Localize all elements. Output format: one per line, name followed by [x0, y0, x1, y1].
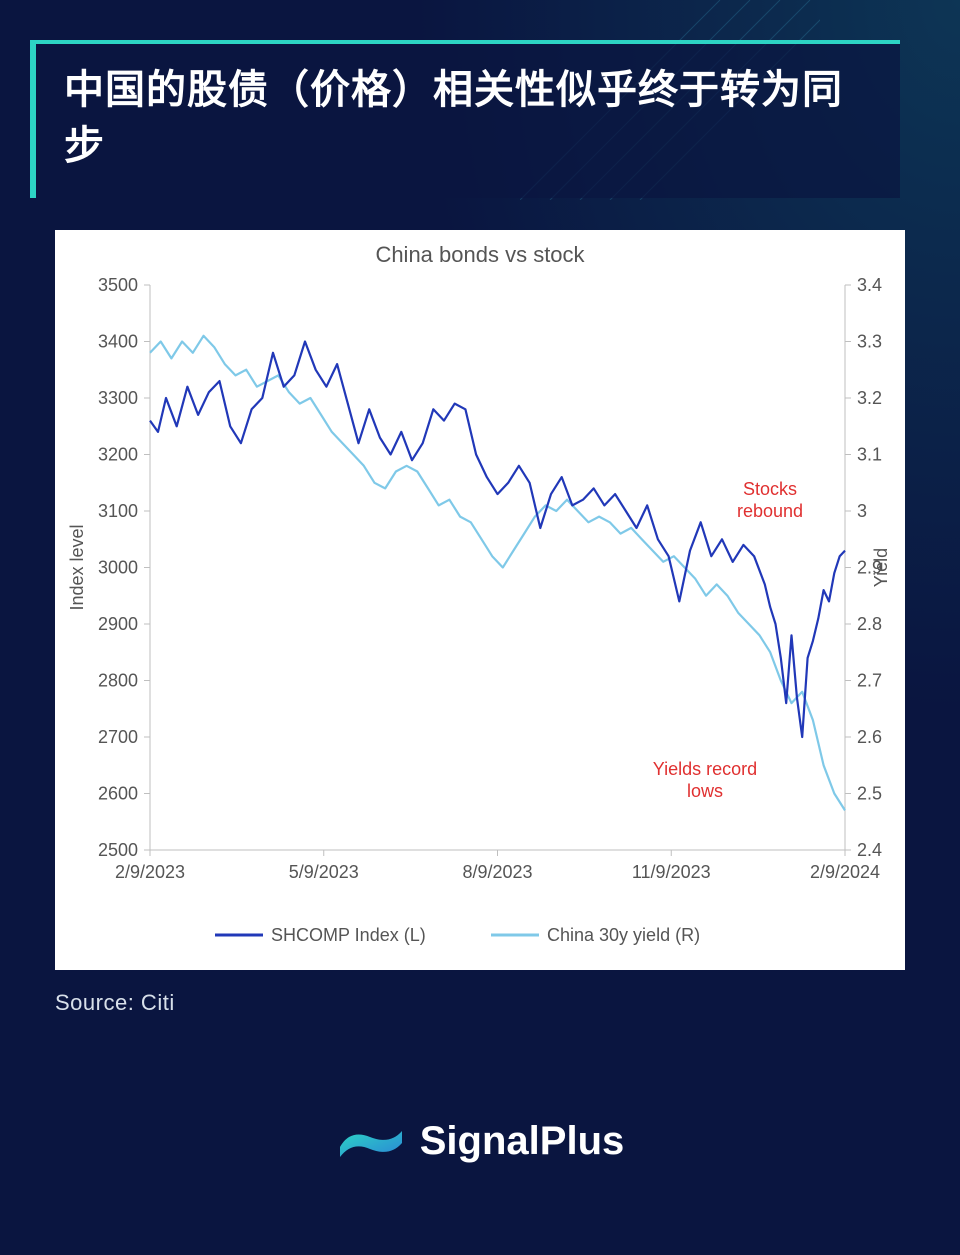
title-box: 中国的股债（价格）相关性似乎终于转为同步 — [30, 40, 900, 198]
svg-text:3000: 3000 — [98, 558, 138, 578]
svg-text:3.1: 3.1 — [857, 445, 882, 465]
svg-text:2900: 2900 — [98, 614, 138, 634]
svg-text:2.4: 2.4 — [857, 840, 882, 860]
svg-text:2700: 2700 — [98, 727, 138, 747]
source-text: Source: Citi — [55, 990, 175, 1016]
svg-text:3300: 3300 — [98, 388, 138, 408]
svg-text:3.4: 3.4 — [857, 275, 882, 295]
svg-text:rebound: rebound — [737, 501, 803, 521]
svg-text:3.2: 3.2 — [857, 388, 882, 408]
svg-text:3: 3 — [857, 501, 867, 521]
svg-text:2600: 2600 — [98, 784, 138, 804]
svg-text:2/9/2024: 2/9/2024 — [810, 862, 880, 882]
svg-text:3.3: 3.3 — [857, 332, 882, 352]
svg-text:2.7: 2.7 — [857, 671, 882, 691]
svg-text:3200: 3200 — [98, 445, 138, 465]
page-title: 中国的股债（价格）相关性似乎终于转为同步 — [64, 62, 872, 174]
svg-text:3500: 3500 — [98, 275, 138, 295]
svg-text:2.8: 2.8 — [857, 614, 882, 634]
svg-text:5/9/2023: 5/9/2023 — [289, 862, 359, 882]
svg-text:3100: 3100 — [98, 501, 138, 521]
svg-text:Index level: Index level — [67, 524, 87, 610]
svg-text:3400: 3400 — [98, 332, 138, 352]
svg-text:2500: 2500 — [98, 840, 138, 860]
brand-logo: SignalPlus — [0, 1117, 960, 1165]
svg-text:Yields record: Yields record — [653, 759, 757, 779]
svg-text:2800: 2800 — [98, 671, 138, 691]
brand-name: SignalPlus — [420, 1119, 625, 1164]
svg-text:8/9/2023: 8/9/2023 — [462, 862, 532, 882]
svg-text:Yield: Yield — [871, 548, 891, 587]
svg-text:China 30y yield (R): China 30y yield (R) — [547, 925, 700, 945]
brand-mark-icon — [336, 1117, 406, 1165]
chart-panel: China bonds vs stock 2500260027002800290… — [55, 230, 905, 970]
svg-text:SHCOMP Index (L): SHCOMP Index (L) — [271, 925, 426, 945]
svg-text:11/9/2023: 11/9/2023 — [632, 862, 711, 882]
svg-text:Stocks: Stocks — [743, 479, 797, 499]
chart-svg: 2500 2600 2700 2800 2900 3000 3100 3200 3300 3400… — [55, 230, 905, 970]
svg-text:lows: lows — [687, 781, 723, 801]
svg-text:2.5: 2.5 — [857, 784, 882, 804]
svg-text:2.6: 2.6 — [857, 727, 882, 747]
svg-text:2/9/2023: 2/9/2023 — [115, 862, 185, 882]
